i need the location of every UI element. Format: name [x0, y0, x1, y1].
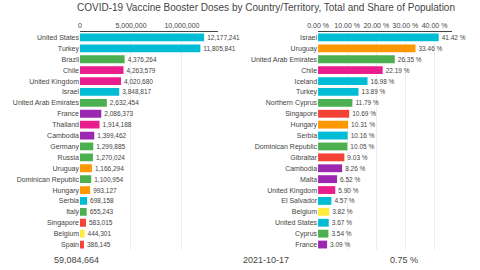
- svg-text:4,376,264: 4,376,264: [128, 56, 157, 63]
- svg-text:4.57 %: 4.57 %: [334, 197, 354, 204]
- svg-text:France: France: [295, 241, 317, 248]
- svg-text:20.00 %: 20.00 %: [363, 22, 389, 29]
- svg-text:Hungary: Hungary: [291, 121, 318, 129]
- svg-text:59,084,664: 59,084,664: [54, 255, 99, 265]
- svg-text:1,914,188: 1,914,188: [103, 121, 132, 128]
- svg-text:Cambodia: Cambodia: [285, 165, 317, 172]
- svg-text:0: 0: [78, 22, 82, 29]
- svg-text:10.31 %: 10.31 %: [351, 121, 375, 128]
- svg-text:1,166,294: 1,166,294: [95, 165, 124, 172]
- svg-text:30.00 %: 30.00 %: [393, 22, 419, 29]
- svg-text:Iceland: Iceland: [295, 78, 318, 85]
- svg-text:Northern Cyprus: Northern Cyprus: [266, 99, 318, 107]
- svg-text:0.75 %: 0.75 %: [390, 255, 418, 265]
- svg-text:8.26 %: 8.26 %: [345, 165, 365, 172]
- svg-text:Serbia: Serbia: [59, 197, 79, 204]
- svg-text:Chile: Chile: [63, 67, 79, 74]
- svg-text:10,000,000: 10,000,000: [164, 22, 199, 29]
- svg-text:40.00 %: 40.00 %: [422, 22, 448, 29]
- svg-text:444,301: 444,301: [88, 230, 112, 237]
- svg-text:583,015: 583,015: [89, 219, 113, 226]
- svg-text:Dominican Republic: Dominican Republic: [17, 176, 80, 184]
- svg-text:10.05 %: 10.05 %: [350, 143, 374, 150]
- svg-text:11,805,841: 11,805,841: [203, 45, 235, 52]
- svg-text:Israel: Israel: [300, 34, 318, 41]
- svg-text:Spain: Spain: [61, 241, 79, 249]
- svg-text:993,127: 993,127: [93, 187, 117, 194]
- svg-text:United States: United States: [37, 34, 80, 41]
- svg-text:United Kingdom: United Kingdom: [29, 78, 79, 86]
- svg-text:9.03 %: 9.03 %: [347, 154, 367, 161]
- svg-text:22.19 %: 22.19 %: [386, 67, 410, 74]
- svg-text:1,100,954: 1,100,954: [94, 176, 123, 183]
- svg-text:3.82 %: 3.82 %: [332, 208, 352, 215]
- svg-text:Cyprus: Cyprus: [295, 230, 318, 238]
- svg-text:Singapore: Singapore: [285, 110, 317, 118]
- svg-text:Belgium: Belgium: [292, 208, 317, 216]
- svg-text:33.46 %: 33.46 %: [418, 45, 442, 52]
- svg-text:12,177,241: 12,177,241: [207, 34, 240, 41]
- svg-text:Israel: Israel: [62, 88, 80, 95]
- svg-text:5.90 %: 5.90 %: [338, 187, 358, 194]
- svg-text:1,299,885: 1,299,885: [96, 143, 125, 150]
- svg-text:Thailand: Thailand: [52, 121, 79, 128]
- svg-text:10.16 %: 10.16 %: [351, 132, 375, 139]
- svg-text:10.69 %: 10.69 %: [352, 110, 376, 117]
- svg-text:Chile: Chile: [301, 67, 317, 74]
- svg-text:0.00 %: 0.00 %: [307, 22, 329, 29]
- svg-text:Uruguay: Uruguay: [291, 45, 318, 53]
- svg-text:698,158: 698,158: [90, 197, 114, 204]
- svg-text:26.35 %: 26.35 %: [398, 56, 422, 63]
- svg-text:Malta: Malta: [300, 176, 317, 183]
- svg-text:Russia: Russia: [58, 154, 80, 161]
- svg-text:Cambodia: Cambodia: [47, 132, 79, 139]
- svg-text:United Arab Emirates: United Arab Emirates: [13, 99, 80, 106]
- svg-text:Singapore: Singapore: [47, 219, 79, 227]
- svg-text:4,020,680: 4,020,680: [124, 78, 153, 85]
- svg-text:41.42 %: 41.42 %: [442, 34, 466, 41]
- svg-text:El Salvador: El Salvador: [281, 197, 317, 204]
- svg-text:2,086,373: 2,086,373: [104, 110, 133, 117]
- svg-text:1,270,024: 1,270,024: [96, 154, 125, 161]
- svg-text:France: France: [57, 110, 79, 117]
- svg-text:Belgium: Belgium: [54, 230, 79, 238]
- svg-text:Serbia: Serbia: [297, 132, 317, 139]
- svg-text:3.54 %: 3.54 %: [331, 230, 351, 237]
- svg-text:386,145: 386,145: [87, 241, 111, 248]
- svg-text:2,632,454: 2,632,454: [110, 99, 139, 106]
- svg-text:Italy: Italy: [66, 208, 79, 216]
- svg-text:Brazil: Brazil: [61, 56, 79, 63]
- svg-text:Germany: Germany: [50, 143, 79, 151]
- svg-text:3.09 %: 3.09 %: [330, 241, 350, 248]
- svg-text:6.52 %: 6.52 %: [340, 176, 360, 183]
- svg-text:Hungary: Hungary: [53, 187, 80, 195]
- svg-text:COVID-19 Vaccine Booster Doses: COVID-19 Vaccine Booster Doses by Countr…: [77, 2, 455, 13]
- svg-text:2021-10-17: 2021-10-17: [243, 255, 289, 265]
- svg-text:13.89 %: 13.89 %: [362, 88, 386, 95]
- svg-text:5,000,000: 5,000,000: [115, 22, 146, 29]
- svg-text:United States: United States: [275, 219, 318, 226]
- svg-text:Turkey: Turkey: [296, 88, 318, 96]
- svg-text:10.00 %: 10.00 %: [334, 22, 360, 29]
- svg-text:Turkey: Turkey: [58, 45, 80, 53]
- svg-text:Uruguay: Uruguay: [53, 165, 80, 173]
- svg-text:United Kingdom: United Kingdom: [267, 187, 317, 195]
- svg-text:United Arab Emirates: United Arab Emirates: [251, 56, 318, 63]
- svg-text:655,243: 655,243: [90, 208, 114, 215]
- svg-text:Dominican Republic: Dominican Republic: [255, 143, 318, 151]
- svg-text:16.98 %: 16.98 %: [371, 78, 395, 85]
- svg-text:3.67 %: 3.67 %: [332, 219, 352, 226]
- svg-text:3,848,817: 3,848,817: [122, 88, 151, 95]
- svg-text:11.79 %: 11.79 %: [355, 99, 379, 106]
- svg-text:4,263,579: 4,263,579: [126, 67, 155, 74]
- svg-text:Gibraltar: Gibraltar: [290, 154, 318, 161]
- svg-text:1,399,462: 1,399,462: [97, 132, 126, 139]
